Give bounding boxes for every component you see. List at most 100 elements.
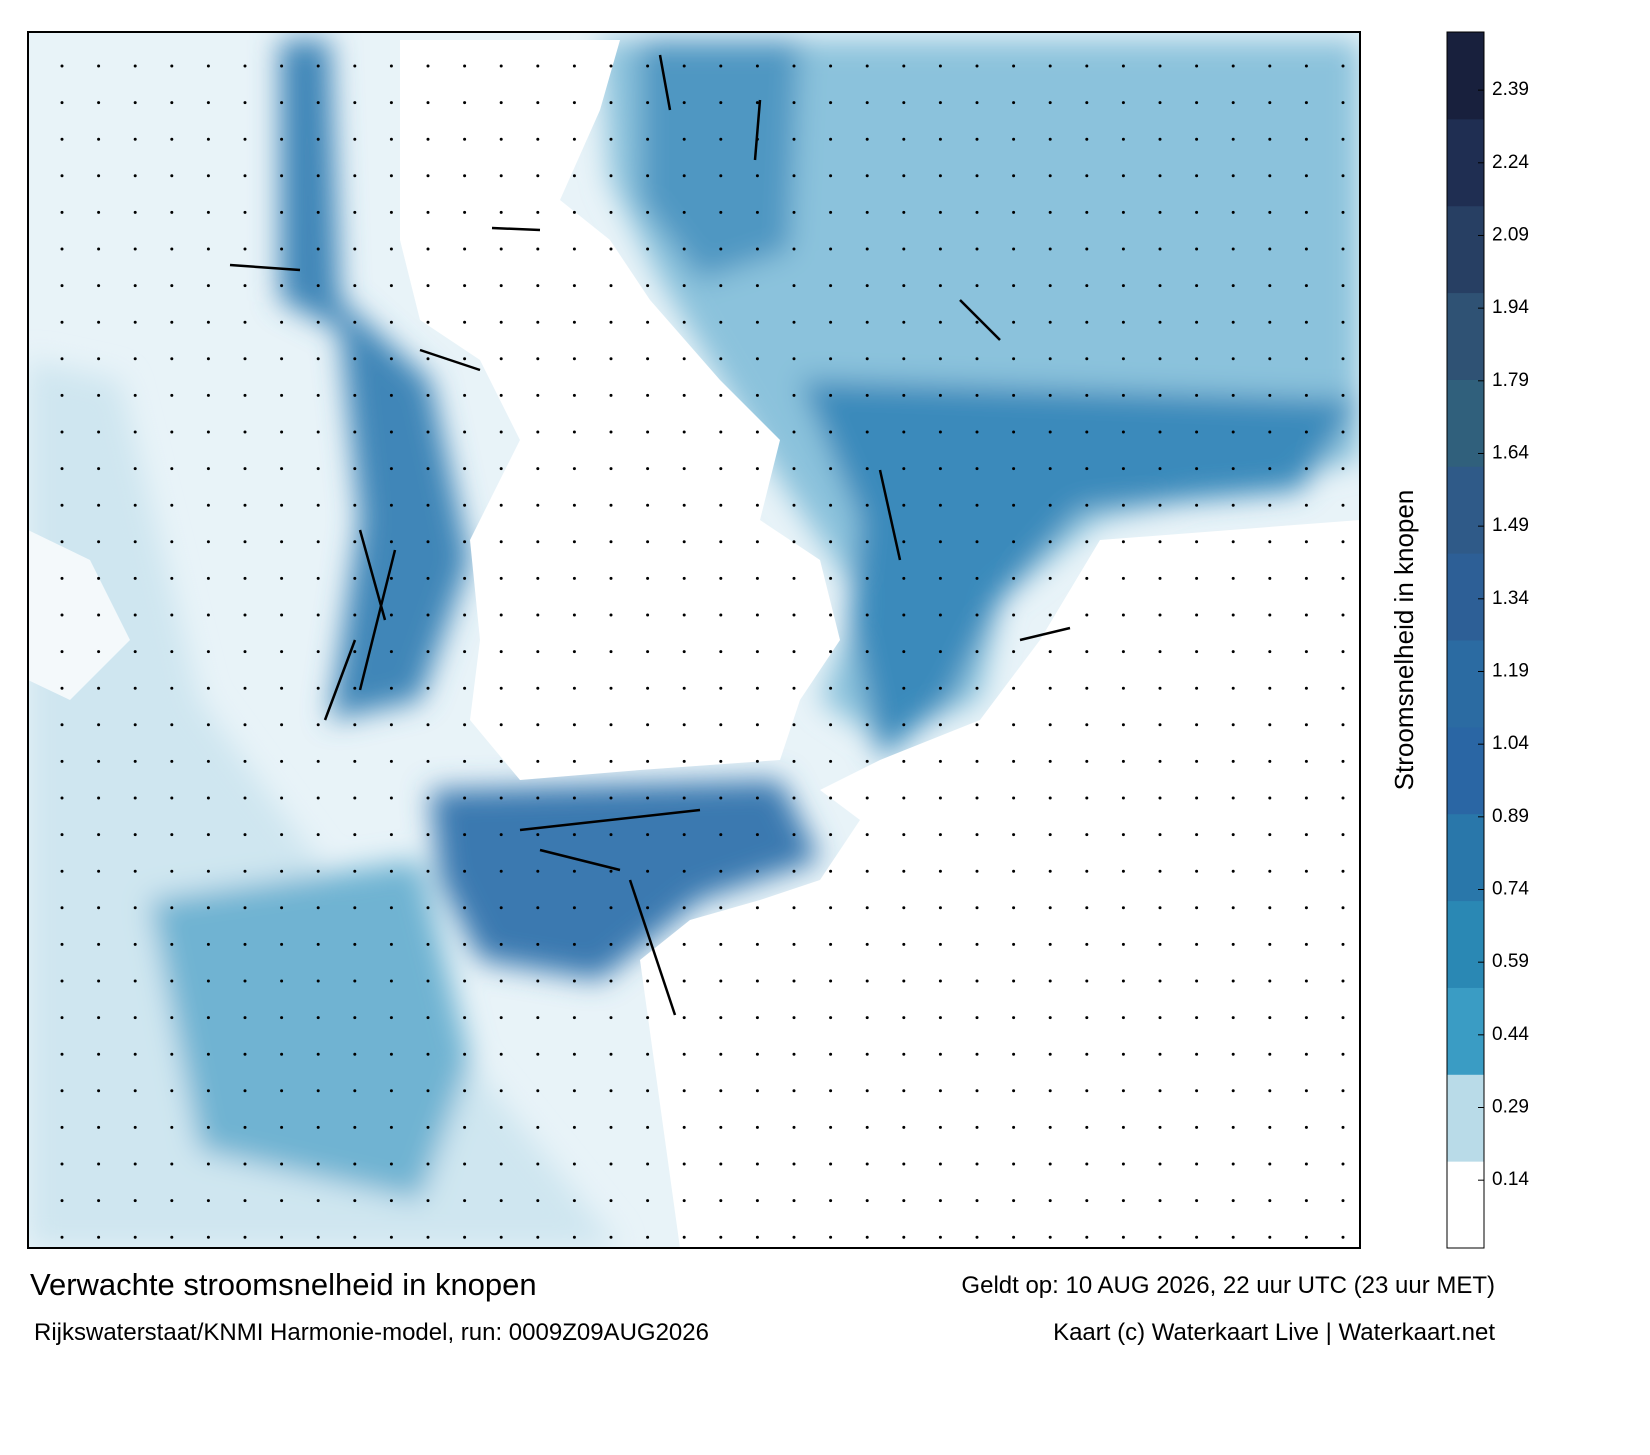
grid-dot — [426, 1162, 430, 1166]
grid-dot — [1231, 430, 1235, 434]
grid-dot — [792, 503, 796, 507]
grid-dot — [426, 1052, 430, 1056]
grid-dot — [572, 576, 576, 580]
grid-dot — [133, 576, 137, 580]
grid-dot — [426, 833, 430, 837]
grid-dot — [280, 357, 284, 361]
grid-dot — [646, 759, 650, 763]
grid-dot — [1231, 467, 1235, 471]
grid-dot — [97, 759, 101, 763]
grid-dot — [646, 430, 650, 434]
grid-dot — [536, 1199, 540, 1203]
grid-dot — [829, 174, 833, 178]
grid-dot — [865, 1052, 869, 1056]
grid-dot — [463, 1235, 467, 1239]
grid-dot — [243, 796, 247, 800]
grid-dot — [975, 137, 979, 141]
grid-dot — [536, 906, 540, 910]
grid-dot — [280, 1052, 284, 1056]
grid-dot — [792, 796, 796, 800]
grid-dot — [938, 686, 942, 690]
grid-dot — [243, 503, 247, 507]
grid-dot — [353, 613, 357, 617]
grid-dot — [243, 64, 247, 68]
grid-dot — [280, 906, 284, 910]
grid-dot — [1195, 869, 1199, 873]
grid-dot — [902, 613, 906, 617]
grid-dot — [646, 1235, 650, 1239]
grid-dot — [1121, 833, 1125, 837]
grid-dot — [499, 101, 503, 105]
grid-dot — [243, 467, 247, 471]
grid-dot — [1341, 979, 1345, 983]
grid-dot — [1085, 320, 1089, 324]
grid-dot — [316, 576, 320, 580]
grid-dot — [1085, 210, 1089, 214]
grid-dot — [865, 284, 869, 288]
grid-dot — [170, 247, 174, 251]
grid-dot — [206, 613, 210, 617]
grid-dot — [280, 1199, 284, 1203]
grid-dot — [463, 247, 467, 251]
grid-dot — [536, 540, 540, 544]
grid-dot — [353, 430, 357, 434]
grid-dot — [426, 796, 430, 800]
colorbar-tick-label: 1.04 — [1492, 733, 1529, 754]
grid-dot — [243, 759, 247, 763]
grid-dot — [243, 101, 247, 105]
grid-dot — [572, 210, 576, 214]
grid-dot — [1304, 467, 1308, 471]
grid-dot — [389, 540, 393, 544]
grid-dot — [938, 393, 942, 397]
grid-dot — [316, 467, 320, 471]
grid-dot — [389, 759, 393, 763]
grid-dot — [1231, 357, 1235, 361]
grid-dot — [682, 942, 686, 946]
grid-dot — [316, 686, 320, 690]
grid-dot — [1012, 613, 1016, 617]
grid-dot — [97, 284, 101, 288]
grid-dot — [682, 247, 686, 251]
grid-dot — [243, 357, 247, 361]
grid-dot — [280, 174, 284, 178]
grid-dot — [938, 906, 942, 910]
grid-dot — [902, 503, 906, 507]
grid-dot — [719, 869, 723, 873]
grid-dot — [829, 759, 833, 763]
grid-dot — [1121, 942, 1125, 946]
grid-dot — [536, 833, 540, 837]
grid-dot — [1231, 393, 1235, 397]
grid-dot — [389, 1162, 393, 1166]
grid-dot — [206, 906, 210, 910]
grid-dot — [133, 1199, 137, 1203]
grid-dot — [1231, 686, 1235, 690]
grid-dot — [1048, 942, 1052, 946]
grid-dot — [1341, 320, 1345, 324]
grid-dot — [609, 247, 613, 251]
colorbar-tick-label: 0.44 — [1492, 1024, 1529, 1045]
grid-dot — [499, 503, 503, 507]
grid-dot — [353, 210, 357, 214]
grid-dot — [1121, 503, 1125, 507]
grid-dot — [938, 210, 942, 214]
grid-dot — [1012, 650, 1016, 654]
grid-dot — [975, 979, 979, 983]
grid-dot — [280, 979, 284, 983]
grid-dot — [975, 393, 979, 397]
grid-dot — [719, 64, 723, 68]
grid-dot — [1048, 1235, 1052, 1239]
grid-dot — [1048, 503, 1052, 507]
grid-dot — [1158, 503, 1162, 507]
grid-dot — [792, 320, 796, 324]
grid-dot — [426, 723, 430, 727]
grid-dot — [902, 686, 906, 690]
grid-dot — [646, 284, 650, 288]
grid-dot — [243, 833, 247, 837]
grid-dot — [1158, 1162, 1162, 1166]
grid-dot — [572, 174, 576, 178]
grid-dot — [1268, 540, 1272, 544]
grid-dot — [609, 979, 613, 983]
grid-dot — [426, 979, 430, 983]
grid-dot — [1121, 357, 1125, 361]
grid-dot — [170, 1016, 174, 1020]
